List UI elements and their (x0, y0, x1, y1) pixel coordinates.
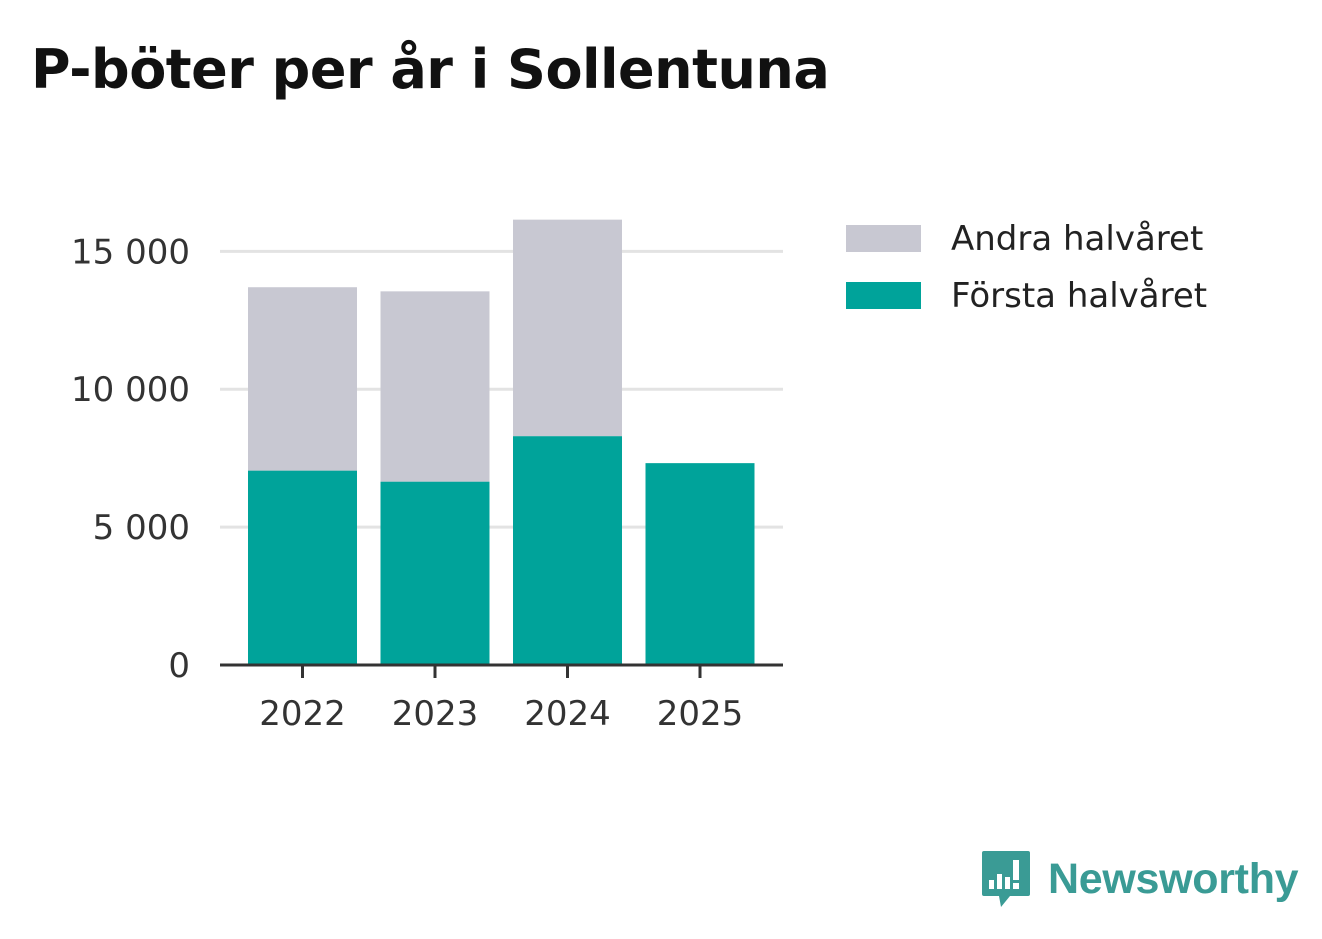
newsworthy-brand: Newsworthy (980, 848, 1299, 910)
x-tick-label: 2023 (392, 694, 479, 734)
x-tick-label: 2022 (259, 694, 346, 734)
newsworthy-logo-icon (982, 851, 1030, 907)
bars (248, 219, 755, 665)
legend-swatch-andra (846, 225, 921, 252)
y-tick-label: 15 000 (71, 232, 190, 272)
x-tick-label: 2025 (657, 694, 744, 734)
legend-item-forsta: Första halvåret (846, 267, 1207, 324)
brand-name: Newsworthy (1048, 854, 1299, 903)
bar-2023-forsta-halvaret (380, 481, 490, 665)
y-tick-label: 5 000 (93, 508, 190, 548)
bar-2022-forsta-halvaret (248, 470, 357, 665)
y-tick-label: 0 (168, 646, 190, 686)
x-tick-label: 2024 (524, 694, 611, 734)
legend: Andra halvåret Första halvåret (846, 210, 1207, 324)
legend-item-andra: Andra halvåret (846, 210, 1207, 267)
legend-swatch-forsta (846, 282, 921, 309)
y-tick-label: 10 000 (71, 370, 190, 410)
legend-label-forsta: Första halvåret (951, 275, 1208, 316)
bar-2022-andra-halvaret (248, 287, 357, 471)
legend-label-andra: Andra halvåret (951, 218, 1204, 259)
bar-2024-forsta-halvaret (513, 436, 622, 665)
chart-title: P-böter per år i Sollentuna (31, 38, 830, 101)
bar-2023-andra-halvaret (380, 291, 490, 482)
bar-2025-forsta-halvaret (645, 463, 755, 665)
y-axis-ticks: 0 5 000 10 000 15 000 (71, 232, 190, 686)
bar-2024-andra-halvaret (513, 219, 622, 437)
x-axis-ticks: 2022 2023 2024 2025 (259, 665, 743, 734)
